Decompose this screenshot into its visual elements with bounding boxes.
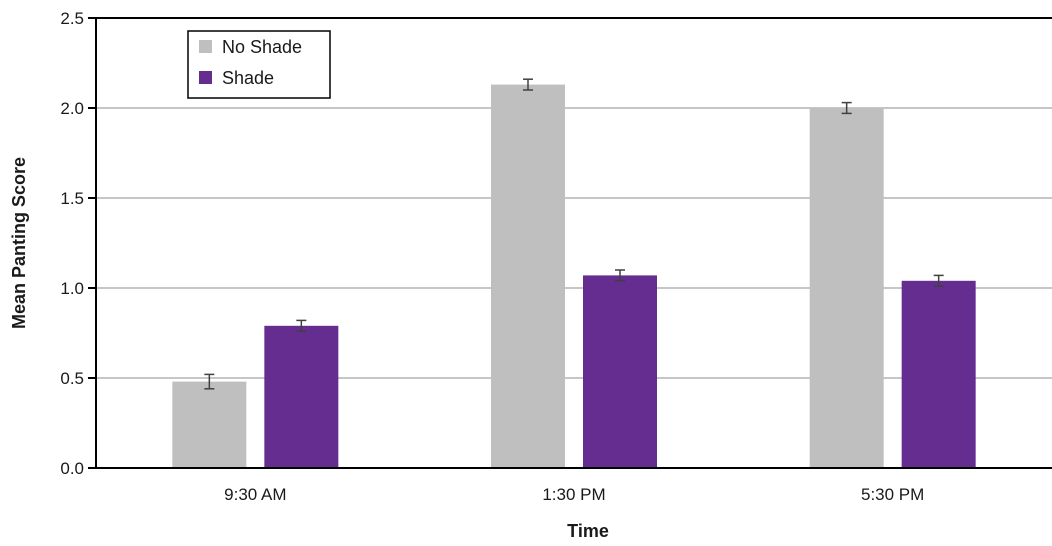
error-bar <box>841 101 852 115</box>
bar-no-shade-2 <box>491 84 565 468</box>
y-tick-label: 2.0 <box>60 99 84 118</box>
legend-label-no-shade: No Shade <box>222 37 302 57</box>
axes <box>88 17 1052 469</box>
y-tick-label: 0.0 <box>60 459 84 478</box>
bar-no-shade-3 <box>809 108 884 468</box>
error-bar <box>296 319 307 332</box>
y-tick-label: 2.5 <box>60 9 84 28</box>
bar-shade-1 <box>264 325 339 468</box>
bar-shade-3 <box>901 280 976 468</box>
x-tick-labels: 9:30 AM 1:30 PM 5:30 PM <box>224 485 924 504</box>
legend-swatch-shade <box>199 71 212 84</box>
error-bar <box>933 274 944 287</box>
error-bar <box>523 78 533 91</box>
y-tick-labels: 0.0 0.5 1.0 1.5 2.0 2.5 <box>60 9 84 478</box>
y-axis-title: Mean Panting Score <box>9 157 29 329</box>
x-axis-title: Time <box>567 521 609 541</box>
error-bar <box>204 373 215 390</box>
y-tick-label: 1.0 <box>60 279 84 298</box>
legend-swatch-no-shade <box>199 40 212 53</box>
x-tick-label: 5:30 PM <box>861 485 924 504</box>
legend-label-shade: Shade <box>222 68 274 88</box>
bars <box>172 84 976 468</box>
legend: No Shade Shade <box>187 30 331 99</box>
x-tick-label: 9:30 AM <box>224 485 286 504</box>
y-tick-label: 1.5 <box>60 189 84 208</box>
error-bars <box>204 78 944 390</box>
bar-no-shade-1 <box>172 381 247 468</box>
error-bar <box>615 269 625 282</box>
y-tick-label: 0.5 <box>60 369 84 388</box>
x-tick-label: 1:30 PM <box>542 485 605 504</box>
bar-shade-2 <box>583 275 657 468</box>
